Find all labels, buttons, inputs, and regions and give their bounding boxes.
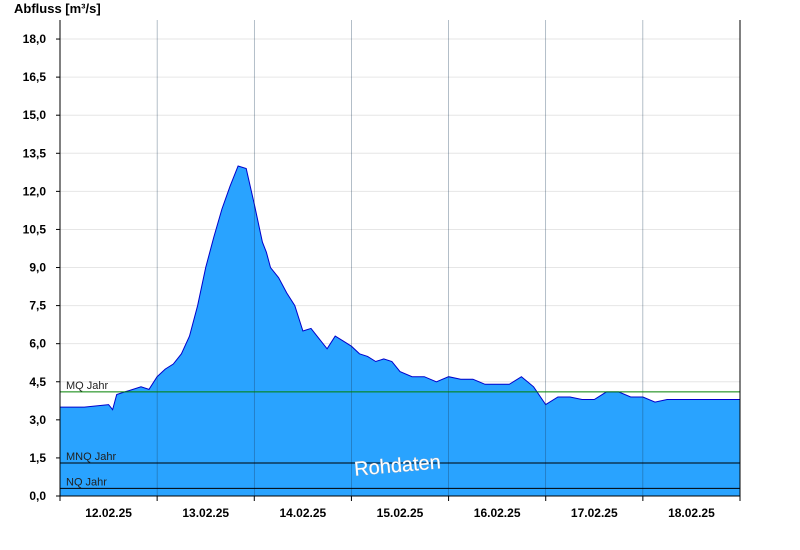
x-tick-label-1: 13.02.25	[182, 506, 229, 520]
y-tick-label-1: 1,5	[29, 451, 46, 465]
x-tick-label-5: 17.02.25	[571, 506, 618, 520]
y-tick-label-8: 12,0	[23, 184, 47, 198]
y-tick-label-12: 18,0	[23, 32, 47, 46]
axes: 0,0 1,5 3,0 4,5 6,0 7,5 9,0 10,5 12,0 13,5 15,0 16,…	[23, 20, 741, 520]
x-tick-label-3: 15.02.25	[377, 506, 424, 520]
y-tick-label-7: 10,5	[23, 222, 47, 236]
y-axis-label: Abfluss [m³/s]	[14, 1, 101, 16]
x-tick-label-6: 18.02.25	[668, 506, 715, 520]
y-tick-label-4: 6,0	[29, 337, 46, 351]
y-tick-label-11: 16,5	[23, 70, 47, 84]
y-tick-label-9: 13,5	[23, 146, 47, 160]
y-tick-label-3: 4,5	[29, 375, 46, 389]
day-separators	[156, 20, 644, 496]
reference-label-2: NQ Jahr	[66, 476, 107, 488]
x-tick-label-2: 14.02.25	[279, 506, 326, 520]
y-tick-label-6: 9,0	[29, 261, 46, 275]
reference-label-0: MQ Jahr	[66, 380, 109, 392]
y-tick-label-5: 7,5	[29, 299, 46, 313]
area-fill	[60, 166, 740, 496]
x-tick-label-0: 12.02.25	[85, 506, 132, 520]
discharge-area	[60, 165, 740, 496]
reference-lines: MQ Jahr MNQ Jahr NQ Jahr	[60, 380, 740, 489]
y-tick-label-10: 15,0	[23, 108, 47, 122]
x-tick-label-4: 16.02.25	[474, 506, 521, 520]
reference-label-1: MNQ Jahr	[66, 451, 116, 463]
y-tick-label-0: 0,0	[29, 489, 46, 503]
y-tick-label-2: 3,0	[29, 413, 46, 427]
